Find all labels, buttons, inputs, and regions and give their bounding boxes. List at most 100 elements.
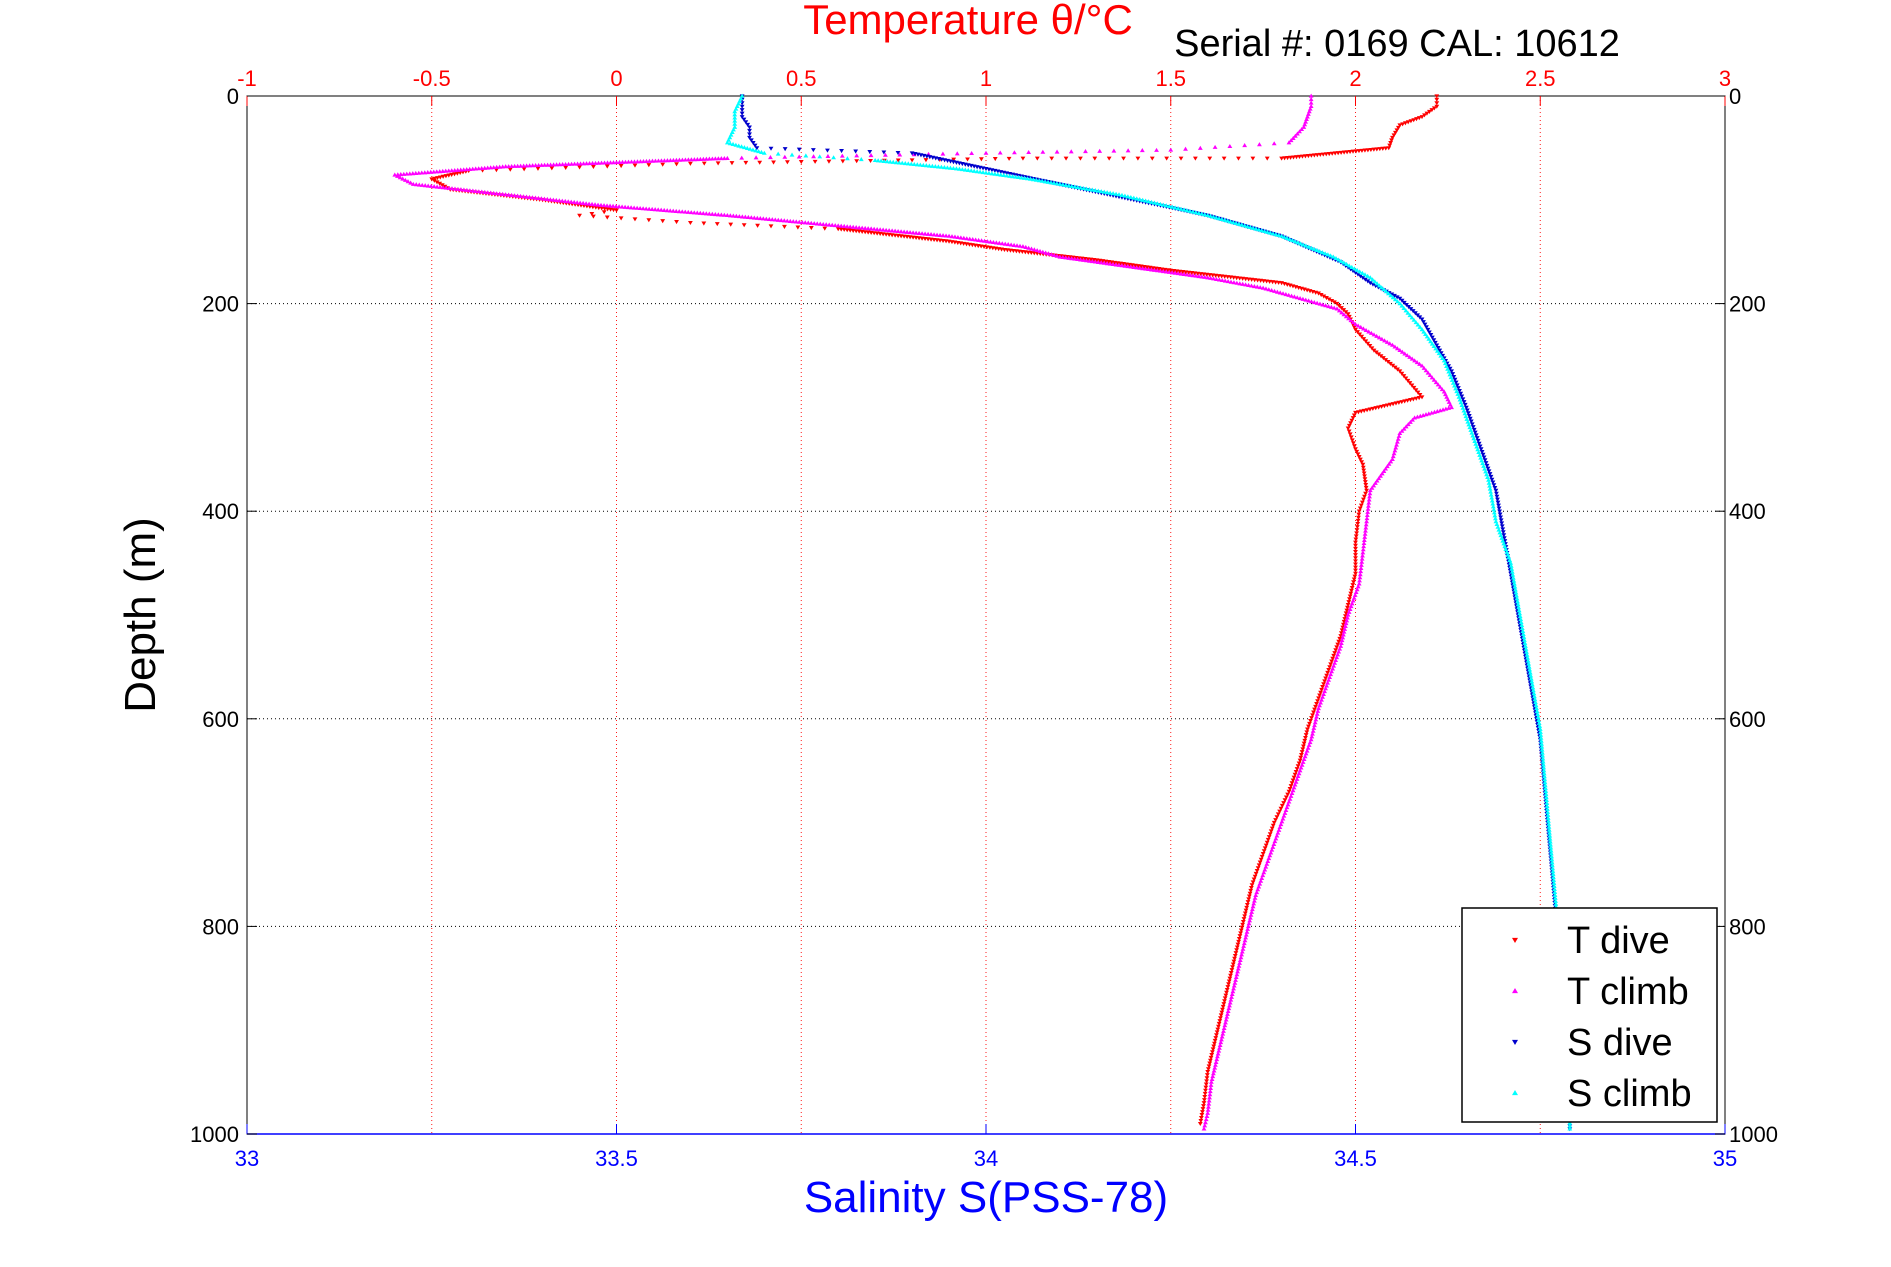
data-point xyxy=(1352,266,1357,271)
data-point xyxy=(467,166,473,171)
data-point xyxy=(1429,410,1435,415)
data-point xyxy=(1205,212,1211,218)
data-point xyxy=(795,225,801,230)
data-point xyxy=(1303,297,1309,302)
data-point xyxy=(1472,438,1478,443)
data-point xyxy=(1235,966,1241,971)
data-point xyxy=(775,151,781,156)
data-point xyxy=(1261,870,1267,875)
data-point xyxy=(1202,1123,1208,1128)
data-point xyxy=(971,168,977,173)
data-point xyxy=(703,211,709,216)
data-point xyxy=(1187,208,1193,213)
data-point xyxy=(1337,636,1343,641)
data-point xyxy=(1207,1058,1213,1063)
data-point xyxy=(1063,255,1069,260)
data-point xyxy=(1345,426,1351,431)
data-point xyxy=(909,158,915,163)
data-point xyxy=(748,138,754,143)
data-point xyxy=(1163,269,1169,274)
data-point xyxy=(1111,148,1117,153)
data-point xyxy=(1498,533,1504,538)
data-point xyxy=(1342,626,1348,631)
data-point xyxy=(1029,246,1034,251)
data-point xyxy=(811,154,816,159)
data-point xyxy=(1367,344,1373,349)
data-point xyxy=(1253,871,1259,876)
data-point xyxy=(1290,135,1296,140)
data-point xyxy=(1066,255,1072,260)
data-point xyxy=(1357,332,1363,337)
data-point xyxy=(1503,546,1509,551)
data-point xyxy=(941,165,947,170)
data-point xyxy=(1036,178,1042,183)
data-point xyxy=(1270,823,1276,828)
data-point xyxy=(1497,509,1503,514)
data-point xyxy=(1355,330,1360,335)
data-point xyxy=(1299,762,1305,767)
data-point xyxy=(449,186,455,191)
data-point xyxy=(1197,1121,1203,1127)
data-point xyxy=(1504,549,1510,554)
data-point xyxy=(1164,156,1170,161)
data-point xyxy=(1385,359,1391,365)
data-point xyxy=(1498,518,1504,523)
data-point xyxy=(796,147,802,152)
data-point xyxy=(1526,664,1532,669)
data-point xyxy=(1291,775,1297,780)
data-point xyxy=(476,166,482,171)
data-point xyxy=(1358,503,1364,508)
data-point xyxy=(1301,124,1307,129)
data-point xyxy=(1499,524,1505,529)
data-point xyxy=(1330,254,1336,259)
top-axis-ticks: -1 -0.5 0 0.5 1 1.5 2 2.5 3 xyxy=(237,66,1731,106)
data-point xyxy=(1551,875,1556,880)
data-point xyxy=(1341,312,1347,317)
data-point xyxy=(1011,242,1017,247)
data-point xyxy=(1287,786,1293,792)
data-point xyxy=(1376,352,1382,357)
data-point xyxy=(1317,693,1322,698)
data-point xyxy=(1338,643,1344,648)
data-point xyxy=(1370,277,1375,282)
data-point xyxy=(1457,388,1462,394)
data-point xyxy=(524,163,530,168)
data-point xyxy=(1496,506,1502,511)
data-point xyxy=(1206,1098,1212,1103)
data-point xyxy=(1422,322,1428,327)
data-point xyxy=(817,154,823,159)
data-point xyxy=(650,158,655,163)
data-point xyxy=(1473,441,1479,446)
data-point xyxy=(1331,663,1337,668)
legend-label: T climb xyxy=(1567,971,1689,1013)
top-tick-label: 1.5 xyxy=(1155,66,1186,91)
data-point xyxy=(1092,259,1098,264)
data-point xyxy=(1478,455,1484,460)
data-point xyxy=(1333,657,1339,662)
data-point xyxy=(647,158,652,163)
data-point xyxy=(1534,706,1539,711)
data-point xyxy=(1527,667,1533,672)
data-point xyxy=(1253,892,1259,897)
data-point xyxy=(1364,516,1370,521)
data-point xyxy=(1366,500,1372,505)
data-point xyxy=(1545,809,1551,814)
data-point xyxy=(1152,267,1157,272)
data-point xyxy=(527,163,533,168)
data-point xyxy=(1508,563,1514,568)
data-point xyxy=(1510,572,1516,577)
data-point xyxy=(1319,697,1324,702)
data-point xyxy=(458,167,464,172)
data-point xyxy=(497,164,503,169)
data-point xyxy=(1364,512,1370,518)
data-point xyxy=(1248,912,1254,917)
data-point xyxy=(1264,229,1270,234)
data-point xyxy=(732,121,738,126)
data-point xyxy=(789,152,795,157)
data-point xyxy=(1369,485,1375,490)
data-point xyxy=(1341,629,1347,634)
data-point xyxy=(1530,685,1536,690)
data-point xyxy=(1480,461,1486,466)
data-point xyxy=(1373,350,1379,355)
data-point xyxy=(1482,458,1488,463)
